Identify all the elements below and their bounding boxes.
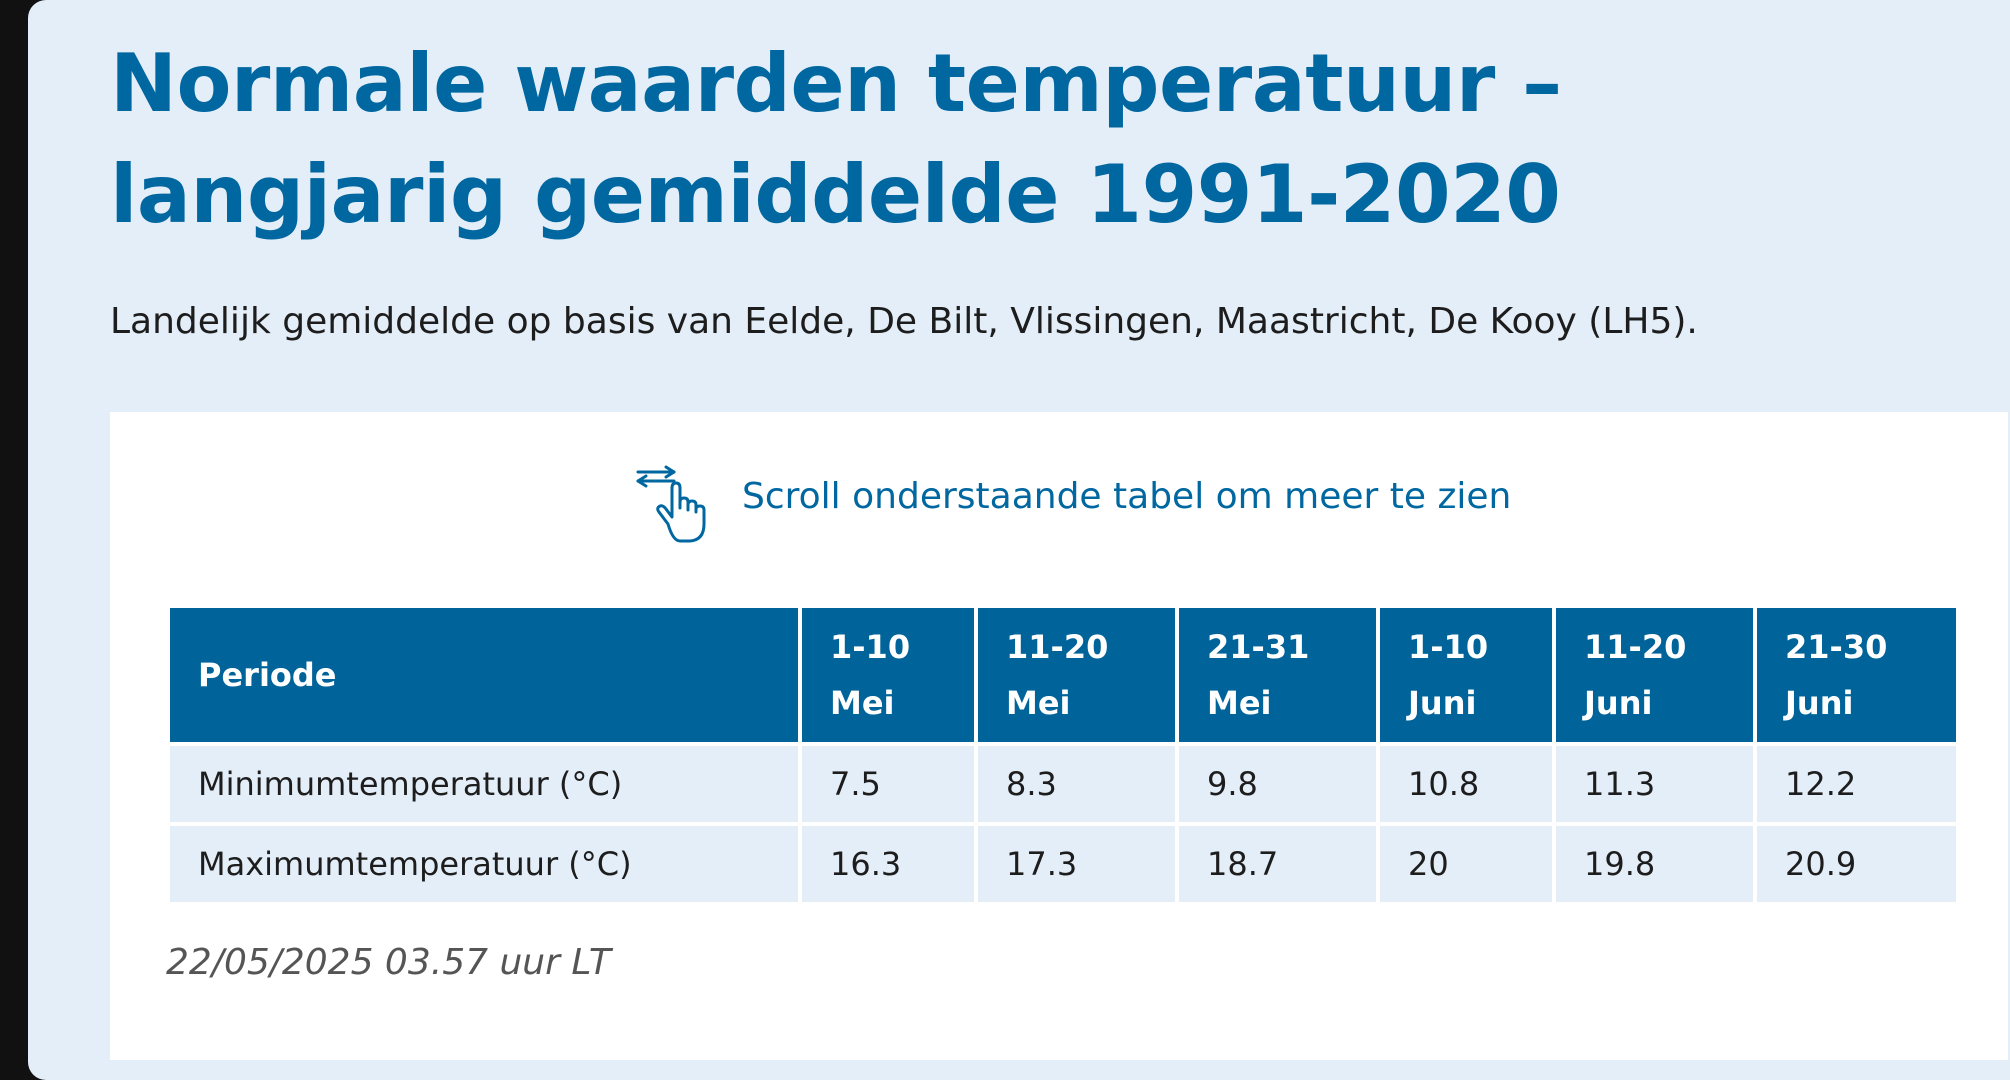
column-header-month: Juni (1785, 684, 1854, 722)
column-header-month: Mei (1207, 684, 1272, 722)
column-header: 1-10 Mei (798, 604, 978, 746)
table-row-minimum: Minimumtemperatuur (°C) 7.5 8.3 9.8 10.8… (166, 742, 1960, 826)
table-cell: 8.3 (974, 742, 1179, 826)
table-cell: 11.3 (1552, 742, 1757, 826)
table-header-row: Periode 1-10 Mei 11-20 Mei 21-31 Mei (166, 604, 1960, 746)
table-row-maximum: Maximumtemperatuur (°C) 16.3 17.3 18.7 2… (166, 822, 1960, 906)
scroll-hint: Scroll onderstaande tabel om meer te zie… (630, 464, 1511, 544)
column-header: 1-10 Juni (1376, 604, 1556, 746)
table-card: Scroll onderstaande tabel om meer te zie… (110, 412, 2008, 1060)
table-cell: 19.8 (1552, 822, 1757, 906)
row-label: Minimumtemperatuur (°C) (166, 742, 802, 826)
column-header: 11-20 Juni (1552, 604, 1757, 746)
table-cell: 10.8 (1376, 742, 1556, 826)
column-header-range: 1-10 (1408, 628, 1489, 666)
temperature-table-wrapper[interactable]: Periode 1-10 Mei 11-20 Mei 21-31 Mei (166, 604, 1960, 906)
column-header-range: 21-31 (1207, 628, 1310, 666)
table-cell: 16.3 (798, 822, 978, 906)
table-cell: 18.7 (1175, 822, 1380, 906)
row-label: Maximumtemperatuur (°C) (166, 822, 802, 906)
content-panel: Normale waarden temperatuur – langjarig … (28, 0, 2010, 1080)
column-header: 21-31 Mei (1175, 604, 1380, 746)
swipe-hand-icon (636, 465, 706, 543)
temperature-table: Periode 1-10 Mei 11-20 Mei 21-31 Mei (166, 604, 1960, 906)
table-cell: 7.5 (798, 742, 978, 826)
column-header-month: Juni (1408, 684, 1477, 722)
column-header-range: 11-20 (1584, 628, 1687, 666)
column-header-range: 21-30 (1785, 628, 1888, 666)
page-title: Normale waarden temperatuur – langjarig … (110, 37, 1562, 241)
column-header-range: 1-10 (830, 628, 911, 666)
timestamp: 22/05/2025 03.57 uur LT (166, 942, 611, 983)
table-cell: 9.8 (1175, 742, 1380, 826)
scroll-hint-label: Scroll onderstaande tabel om meer te zie… (742, 475, 1512, 517)
column-header: 21-30 Juni (1753, 604, 1960, 746)
column-header-range: 11-20 (1006, 628, 1109, 666)
column-header-month: Juni (1584, 684, 1653, 722)
table-cell: 20 (1376, 822, 1556, 906)
table-cell: 12.2 (1753, 742, 1960, 826)
column-header-month: Mei (830, 684, 895, 722)
column-header-month: Mei (1006, 684, 1071, 722)
page-subtitle: Landelijk gemiddelde op basis van Eelde,… (110, 301, 1698, 342)
column-header-periode: Periode (166, 604, 802, 746)
column-header: 11-20 Mei (974, 604, 1179, 746)
table-cell: 17.3 (974, 822, 1179, 906)
table-cell: 20.9 (1753, 822, 1960, 906)
